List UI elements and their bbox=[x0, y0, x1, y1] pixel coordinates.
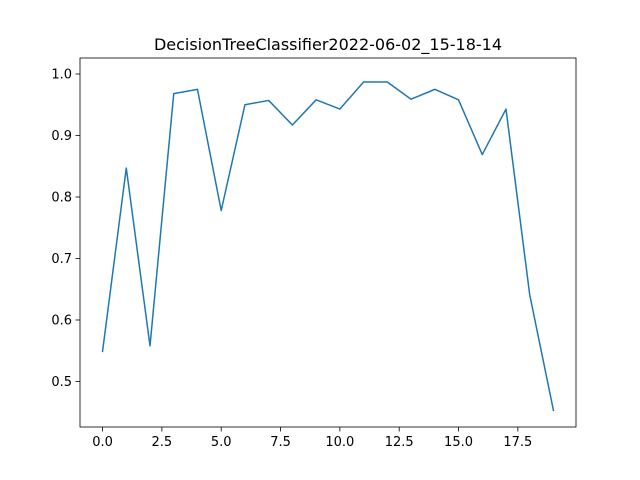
x-tick-label: 15.0 bbox=[444, 435, 473, 450]
y-tick-label: 0.5 bbox=[51, 375, 72, 390]
y-tick-label: 0.6 bbox=[51, 313, 72, 328]
y-tick-label: 0.9 bbox=[51, 129, 72, 144]
x-tick-label: 12.5 bbox=[385, 435, 414, 450]
y-tick-label: 0.7 bbox=[51, 252, 72, 267]
y-tick-label: 0.8 bbox=[51, 190, 72, 205]
chart-title: DecisionTreeClassifier2022-06-02_15-18-1… bbox=[154, 35, 502, 55]
x-tick-label: 7.5 bbox=[270, 435, 291, 450]
x-tick-label: 17.5 bbox=[503, 435, 532, 450]
x-tick-label: 5.0 bbox=[211, 435, 232, 450]
axes: 0.0 2.5 5.0 7.5 10.0 12.5 15.0 17.5 0.5 0.6 0.7 0.8… bbox=[51, 57, 577, 450]
plot-area bbox=[101, 81, 555, 412]
x-tick-label: 0.0 bbox=[92, 435, 113, 450]
x-tick-label: 10.0 bbox=[325, 435, 354, 450]
y-tick-label: 1.0 bbox=[51, 67, 72, 82]
x-tick-label: 2.5 bbox=[152, 435, 173, 450]
series-line-0 bbox=[101, 81, 555, 412]
axes-frame bbox=[79, 57, 577, 428]
